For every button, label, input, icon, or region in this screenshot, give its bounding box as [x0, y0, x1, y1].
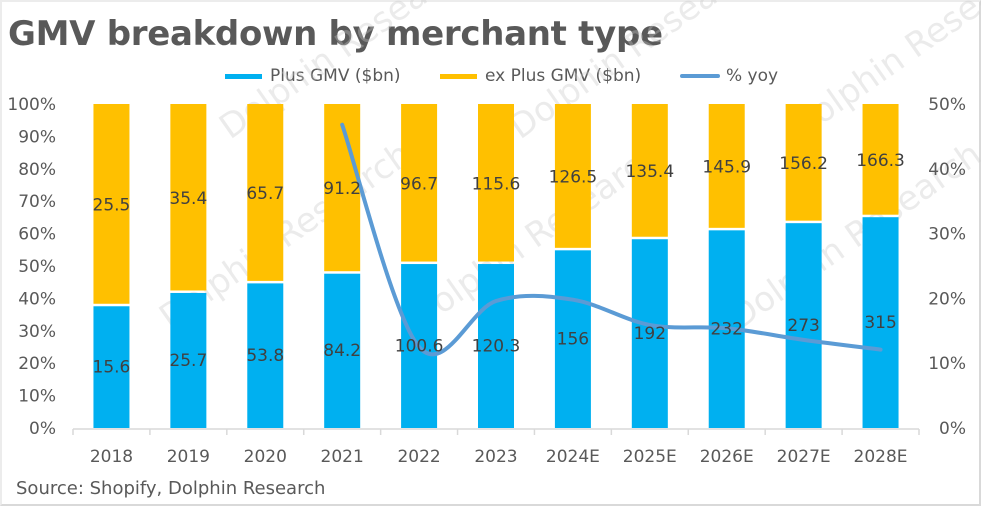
x-axis-tick-label: 2021 [321, 447, 364, 467]
left-axis: 0% 10% 20% 30% 40% 50% 60% 70% 80% 90% 100% [7, 95, 56, 439]
data-label-ex-plus-gmv: 166.3 [856, 151, 905, 171]
bar-plus-gmv [324, 273, 361, 428]
data-label-plus-gmv: 25.7 [169, 351, 207, 371]
data-label-plus-gmv: 232 [711, 320, 743, 340]
left-axis-tick-label: 50% [18, 257, 56, 277]
source-note: Source: Shopify, Dolphin Research [16, 478, 326, 499]
data-label-plus-gmv: 315 [864, 313, 896, 333]
data-label-ex-plus-gmv: 126.5 [549, 168, 598, 188]
right-axis-tick-label: 50% [928, 95, 966, 115]
left-axis-tick-label: 0% [29, 419, 56, 439]
x-axis-tick-label: 2024E [546, 447, 600, 467]
bar-plus-gmv [631, 239, 668, 428]
bar-plus-gmv [478, 264, 514, 428]
bar-plus-gmv [785, 223, 822, 428]
legend: Plus GMV ($bn) ex Plus GMV ($bn) % yoy [0, 66, 981, 88]
right-axis: 0% 10% 20% 30% 40% 50% [928, 95, 966, 439]
data-label-ex-plus-gmv: 115.6 [472, 174, 521, 194]
x-axis-tick-label: 2020 [244, 447, 287, 467]
left-axis-tick-label: 30% [18, 322, 56, 342]
bar-ex-plus-gmv [862, 104, 899, 215]
bar-ex-plus-gmv [554, 104, 591, 248]
left-axis-tick-label: 70% [18, 192, 56, 212]
yoy-line-layer [340, 122, 883, 357]
x-axis-tick-label: 2018 [90, 447, 133, 467]
yoy-line [340, 122, 883, 357]
left-axis-tick-label: 100% [7, 95, 56, 115]
x-axis-tick-label: 2028E [854, 447, 908, 467]
data-label-ex-plus-gmv: 35.4 [169, 189, 207, 209]
bars [93, 104, 899, 428]
legend-item-plus-gmv: Plus GMV ($bn) [225, 66, 401, 86]
data-label-plus-gmv: 100.6 [395, 336, 444, 356]
x-axis-tick-label: 2025E [623, 447, 677, 467]
legend-label-ex-plus-gmv: ex Plus GMV ($bn) [485, 66, 642, 86]
data-label-ex-plus-gmv: 25.5 [93, 196, 131, 216]
data-label-ex-plus-gmv: 65.7 [246, 184, 284, 204]
legend-swatch-plus-gmv [225, 73, 262, 79]
data-label-plus-gmv: 53.8 [246, 346, 284, 366]
right-axis-tick-label: 0% [939, 419, 966, 439]
data-label-ex-plus-gmv: 91.2 [323, 179, 361, 199]
x-axis-tick-label: 2026E [700, 447, 754, 467]
right-axis-tick-label: 10% [928, 354, 966, 374]
left-axis-tick-label: 60% [18, 225, 56, 245]
left-axis-tick-label: 40% [18, 289, 56, 309]
x-axis-tick-label: 2019 [167, 447, 210, 467]
bar-ex-plus-gmv [324, 104, 361, 272]
right-axis-tick-label: 30% [928, 225, 966, 245]
bar-ex-plus-gmv [631, 104, 668, 237]
data-label-ex-plus-gmv: 156.2 [779, 154, 828, 174]
left-axis-tick-label: 80% [18, 160, 56, 180]
data-label-plus-gmv: 15.6 [93, 358, 131, 378]
bar-ex-plus-gmv [170, 104, 207, 291]
left-axis-tick-label: 10% [18, 387, 56, 407]
data-label-ex-plus-gmv: 135.4 [625, 162, 674, 182]
bar-plus-gmv [93, 306, 130, 428]
data-labels: 15.6 25.5 25.7 35.4 53.8 65.7 84.2 91.2 100.6 96.… [93, 151, 905, 378]
data-label-plus-gmv: 156 [557, 330, 589, 350]
data-label-plus-gmv: 84.2 [323, 341, 361, 361]
bar-plus-gmv [247, 283, 284, 428]
bar-ex-plus-gmv [708, 104, 745, 228]
x-axis: 2018 2019 2020 2021 2022 2023 2024E 2025E 2026E 2… [72, 428, 920, 467]
right-axis-tick-label: 20% [928, 289, 966, 309]
legend-item-yoy: % yoy [680, 66, 778, 86]
legend-label-plus-gmv: Plus GMV ($bn) [270, 66, 401, 86]
legend-label-yoy: % yoy [726, 66, 779, 86]
x-axis-tick-label: 2027E [777, 447, 831, 467]
right-axis-tick-label: 40% [928, 160, 966, 180]
bar-ex-plus-gmv [93, 104, 130, 304]
bar-ex-plus-gmv [247, 104, 284, 281]
x-axis-tick-label: 2022 [397, 447, 440, 467]
bar-plus-gmv [170, 292, 207, 428]
data-label-plus-gmv: 120.3 [472, 336, 521, 356]
legend-item-ex-plus-gmv: ex Plus GMV ($bn) [440, 66, 641, 86]
legend-swatch-yoy [680, 74, 720, 78]
left-axis-tick-label: 90% [18, 127, 56, 147]
data-label-ex-plus-gmv: 96.7 [400, 174, 438, 194]
chart-title: GMV breakdown by merchant type [8, 14, 663, 54]
bar-plus-gmv [862, 217, 899, 428]
bar-ex-plus-gmv [478, 104, 514, 262]
data-label-plus-gmv: 273 [787, 316, 819, 336]
left-axis-tick-label: 20% [18, 354, 56, 374]
data-label-plus-gmv: 192 [634, 324, 666, 344]
bar-plus-gmv [554, 250, 591, 428]
x-axis-tick-label: 2023 [474, 447, 517, 467]
legend-swatch-ex-plus-gmv [440, 73, 477, 79]
data-label-ex-plus-gmv: 145.9 [702, 158, 751, 178]
bar-ex-plus-gmv [785, 104, 822, 221]
bar-ex-plus-gmv [401, 104, 438, 262]
